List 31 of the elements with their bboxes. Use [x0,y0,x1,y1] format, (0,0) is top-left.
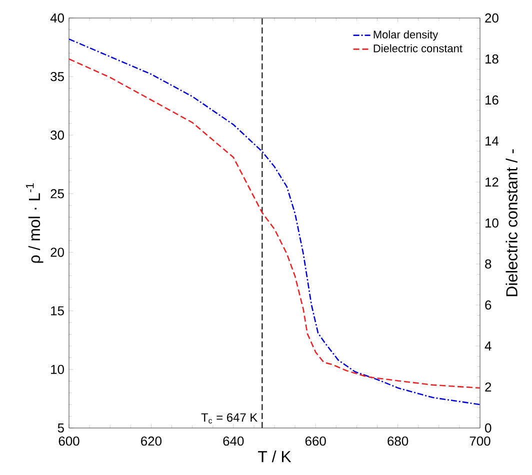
y2-tick-label: 8 [485,259,492,269]
y-tick-label: 5 [58,423,64,433]
x-tick-label: 640 [223,436,244,446]
y2-tick-label: 20 [485,13,498,23]
y-tick-label: 15 [51,306,64,316]
y-tick-label: 10 [51,364,64,374]
x-tick-label: 620 [141,436,162,446]
y-tick-label: 35 [50,72,64,82]
y2-axis-title: Dielectric constant / - [506,149,518,296]
y2-tick-label: 12 [486,177,498,187]
y2-tick-label: 10 [486,218,498,228]
y2-tick-label: 0 [485,423,492,433]
x-tick-label: 700 [470,436,490,446]
x-tick-label: 680 [388,436,408,446]
y-tick-label: 20 [50,248,64,257]
y-axis-title: ρ / mol · L$^{-1}$ [26,183,44,263]
legend-label: Dielectric constant [374,44,462,52]
y2-tick-label: 2 [485,382,492,392]
ref-line-label: T$_{c}$ = 647 K [201,413,258,424]
y2-tick-label: 16 [486,95,498,105]
y-tick-label: 40 [50,13,64,23]
legend-label: Molar density [374,30,438,41]
x-tick-label: 600 [58,436,80,446]
y-tick-label: 30 [50,130,64,140]
y-tick-label: 25 [50,189,64,198]
y2-tick-label: 6 [485,300,492,310]
y2-tick-label: 4 [484,342,492,350]
y2-tick-label: 14 [486,136,499,146]
x-tick-label: 660 [305,436,326,446]
x-axis-title: T / K [258,450,292,462]
y2-tick-label: 18 [486,54,498,64]
